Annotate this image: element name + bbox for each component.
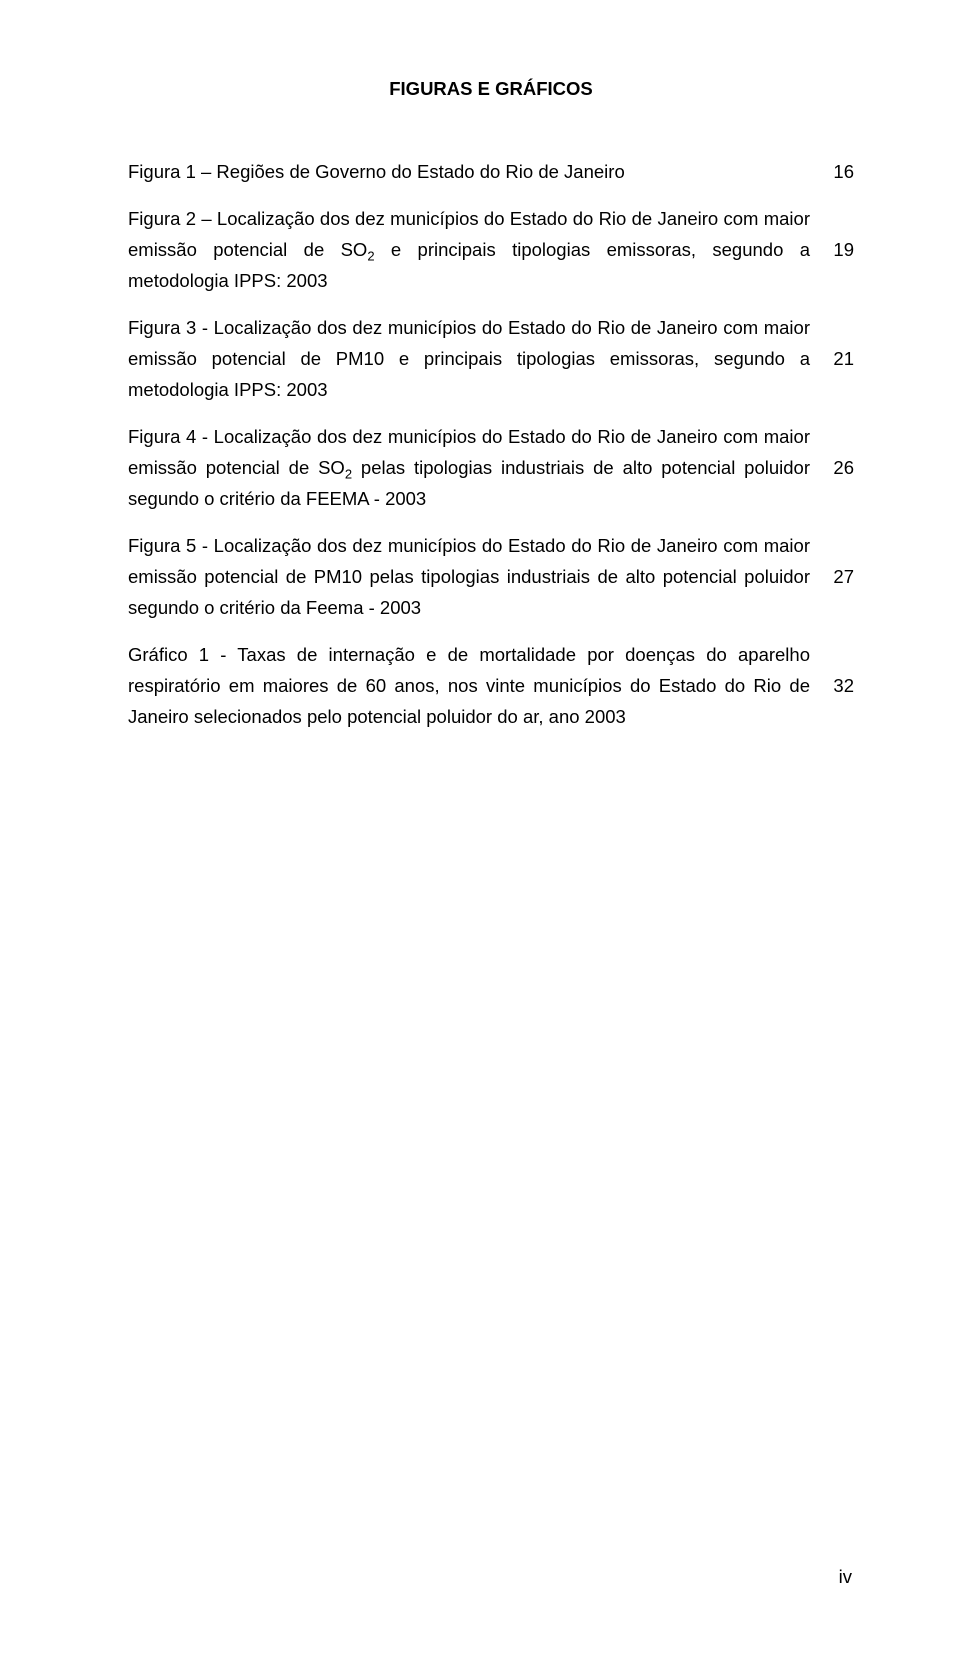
entry-text: Figura 1 – Regiões de Governo do Estado … (128, 156, 810, 187)
entry-text: Figura 3 - Localização dos dez município… (128, 312, 810, 405)
entry-page-number: 19 (810, 203, 854, 265)
entry-text: Figura 4 - Localização dos dez município… (128, 421, 810, 514)
list-item: Figura 5 - Localização dos dez município… (128, 530, 854, 623)
entry-page-number: 27 (810, 530, 854, 592)
entry-page-number: 21 (810, 312, 854, 374)
entry-text: Figura 5 - Localização dos dez município… (128, 530, 810, 623)
list-item: Figura 2 – Localização dos dez município… (128, 203, 854, 296)
entry-page-number: 16 (810, 156, 854, 187)
subscript: 2 (367, 249, 374, 264)
page-title: FIGURAS E GRÁFICOS (128, 78, 854, 100)
page-number-footer: iv (839, 1566, 852, 1588)
entry-page-number: 32 (810, 639, 854, 701)
entry-text: Figura 2 – Localização dos dez município… (128, 203, 810, 296)
list-item: Figura 1 – Regiões de Governo do Estado … (128, 156, 854, 187)
subscript: 2 (345, 467, 352, 482)
document-page: FIGURAS E GRÁFICOS Figura 1 – Regiões de… (0, 0, 960, 1656)
entry-page-number: 26 (810, 421, 854, 483)
list-item: Figura 3 - Localização dos dez município… (128, 312, 854, 405)
entry-text: Gráfico 1 - Taxas de internação e de mor… (128, 639, 810, 732)
list-item: Figura 4 - Localização dos dez município… (128, 421, 854, 514)
entries-container: Figura 1 – Regiões de Governo do Estado … (128, 156, 854, 732)
list-item: Gráfico 1 - Taxas de internação e de mor… (128, 639, 854, 732)
